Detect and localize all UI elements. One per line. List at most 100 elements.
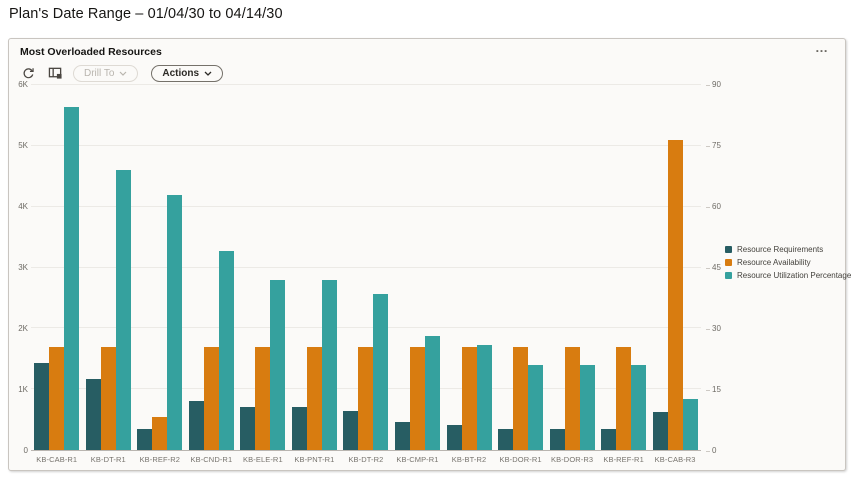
bar-resource-utilization-percentage[interactable] [528,364,544,450]
bar-resource-availability[interactable] [100,346,116,450]
category-label: KB-PNT-R1 [294,455,335,464]
category-label: KB-REF-R2 [139,455,181,464]
bar-resource-requirements[interactable] [137,428,153,450]
chart-legend: Resource Requirements Resource Availabili… [725,245,851,280]
bar-resource-availability[interactable] [461,346,477,450]
bar-resource-utilization-percentage[interactable] [682,399,698,450]
bar-resource-utilization-percentage[interactable] [115,170,131,450]
legend-label: Resource Requirements [737,245,824,254]
category-label: KB-DOR-R3 [551,455,594,464]
bar-resource-requirements[interactable] [549,428,565,450]
bar-group [237,85,289,450]
bar-resource-requirements[interactable] [34,363,50,450]
bar-resource-availability[interactable] [564,346,580,450]
bar-resource-utilization-percentage[interactable] [270,279,286,450]
bar-group [340,85,392,450]
legend-item[interactable]: Resource Requirements [725,245,851,254]
bar-resource-availability[interactable] [49,346,65,450]
category-label: KB-DOR-R1 [499,455,542,464]
axis-tick-label: 6K [18,80,28,89]
bar-resource-utilization-percentage[interactable] [631,364,647,450]
drill-to-button[interactable]: Drill To [73,64,139,82]
drill-to-label: Drill To [84,67,115,79]
overflow-menu-icon[interactable]: … [815,40,829,55]
bar-group [134,85,186,450]
bar-resource-availability[interactable] [513,346,529,450]
bar-resource-requirements[interactable] [498,428,514,450]
bar-group [186,85,238,450]
bar-group [649,85,701,450]
bar-group [392,85,444,450]
axis-tick-label: 0 [23,446,28,455]
axis-tick-label: 5K [18,141,28,150]
detach-view-icon[interactable] [46,64,64,82]
bar-resource-utilization-percentage[interactable] [167,194,183,450]
category-label: KB-REF-R1 [603,455,644,464]
bar-resource-requirements[interactable] [446,425,462,450]
axis-tick-label: 1K [18,385,28,394]
axis-tick-label: 0 [705,446,717,455]
axis-tick-label: 2K [18,324,28,333]
axis-tick-label: 75 [706,141,721,150]
refresh-icon[interactable] [19,64,37,82]
bar-group [598,85,650,450]
legend-label: Resource Utilization Percentage [737,271,852,280]
bar-resource-utilization-percentage[interactable] [64,107,80,450]
bar-resource-availability[interactable] [255,346,271,450]
bar-group [495,85,547,450]
bar-resource-requirements[interactable] [85,378,101,450]
gridline [31,84,701,85]
bar-resource-requirements[interactable] [394,422,410,450]
category-label: KB-ELE-R1 [243,455,283,464]
category-label: KB-CAB-R3 [654,455,696,464]
x-axis: KB-CAB-R1 KB-DT-R1 KB-REF-R2 KB-CND-R1 KB-EL… [31,455,701,464]
chevron-down-icon [204,71,212,76]
bar-resource-utilization-percentage[interactable] [579,364,595,450]
bar-resource-utilization-percentage[interactable] [321,279,337,450]
gridline [31,205,701,207]
bar-resource-requirements[interactable] [240,407,256,450]
page-title: Plan's Date Range – 01/04/30 to 04/14/30 [9,6,283,22]
axis-tick-label: 3K [18,263,28,272]
bar-resource-utilization-percentage[interactable] [424,336,440,450]
bar-resource-requirements[interactable] [652,411,668,450]
bar-resource-availability[interactable] [358,346,374,450]
bar-resource-utilization-percentage[interactable] [476,344,492,450]
right-y-axis: 0 15 30 45 60 75 90 [705,81,730,455]
axis-tick-label: 4K [18,202,28,211]
category-label: KB-CMP-R1 [396,455,439,464]
gridline [31,327,701,329]
bar-resource-requirements[interactable] [188,401,204,450]
most-overloaded-resources-panel: Most Overloaded Resources … Drill To Act… [8,38,851,471]
bar-group [289,85,341,450]
bar-group [443,85,495,450]
bar-resource-requirements[interactable] [291,407,307,450]
bar-group [83,85,135,450]
legend-swatch [725,246,732,253]
bar-resource-availability[interactable] [306,346,322,450]
axis-tick-label: 60 [706,202,721,211]
axis-tick-label: 45 [706,263,721,272]
category-label: KB-DT-R1 [90,455,126,464]
bar-resource-availability[interactable] [616,346,632,450]
bar-group [31,85,83,450]
chart-toolbar: Drill To Actions [19,63,224,83]
actions-label: Actions [162,67,200,79]
bar-resource-availability[interactable] [667,139,683,450]
bar-resource-utilization-percentage[interactable] [218,251,234,450]
bar-resource-availability[interactable] [409,346,425,450]
plot-area [31,84,701,451]
legend-swatch [725,259,732,266]
legend-item[interactable]: Resource Availability [725,258,851,267]
bar-resource-requirements[interactable] [601,428,617,450]
bar-resource-utilization-percentage[interactable] [373,293,389,450]
chevron-down-icon [119,71,127,76]
bar-resource-availability[interactable] [203,346,219,450]
legend-item[interactable]: Resource Utilization Percentage [725,271,851,280]
legend-swatch [725,272,732,279]
bar-resource-requirements[interactable] [343,411,359,450]
actions-button[interactable]: Actions [151,64,224,82]
bar-resource-availability[interactable] [152,416,168,450]
category-label: KB-CND-R1 [190,455,233,464]
category-label: KB-BT-R2 [451,455,487,464]
